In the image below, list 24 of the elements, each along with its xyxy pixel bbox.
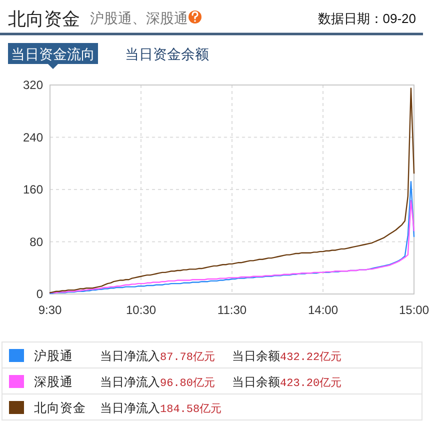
y-tick-label: 160 bbox=[22, 182, 44, 196]
annotation: 当日净流入96.80亿元 bbox=[100, 375, 216, 390]
y-tick-label: 80 bbox=[30, 234, 44, 249]
annotation: 数据日期：09-20 bbox=[318, 11, 416, 26]
y-tick-label: 240 bbox=[22, 130, 44, 144]
x-tick-label: 15:00 bbox=[398, 303, 430, 317]
annotation: 当日余额423.20亿元 bbox=[232, 375, 342, 390]
legend-label: 沪股通 bbox=[34, 348, 73, 363]
y-tick-label: 320 bbox=[22, 78, 44, 92]
tab-label: 当日资金余额 bbox=[125, 46, 209, 62]
annotation: 当日净流入184.58亿元 bbox=[100, 401, 222, 416]
x-tick-label: 14:00 bbox=[308, 303, 338, 317]
title: 北向资金 bbox=[8, 9, 80, 29]
legend-label: 深股通 bbox=[34, 375, 73, 389]
x-tick-label: 11:30 bbox=[217, 303, 247, 317]
subtitle: 沪股通、深股通 bbox=[90, 10, 188, 26]
annotation: 当日余额432.22亿元 bbox=[232, 349, 342, 364]
x-tick-label: 9:30 bbox=[38, 303, 62, 317]
plot: 0 80 160 240 320 9:30 10:30 11:30 14:00 15:00 bbox=[22, 78, 430, 317]
y-tick-label: 0 bbox=[36, 287, 44, 301]
legend-label: 北向资金 bbox=[34, 401, 86, 415]
tab-active: 当日资金流向 bbox=[8, 43, 98, 69]
x-tick-label: 10:30 bbox=[126, 303, 156, 317]
annotation: 当日净流入87.78亿元 bbox=[100, 349, 216, 364]
